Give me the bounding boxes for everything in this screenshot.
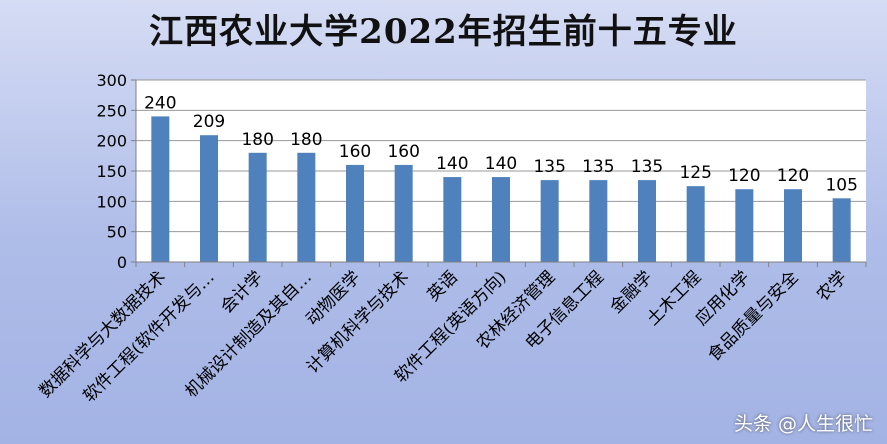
bar: [784, 189, 802, 262]
data-label: 135: [533, 157, 565, 177]
y-tick-label: 50: [107, 223, 127, 242]
bar: [638, 180, 656, 262]
x-tick-label: 英语: [424, 267, 462, 305]
watermark: 头条 @人生很忙: [733, 413, 873, 435]
data-label: 140: [485, 154, 517, 174]
data-label: 135: [582, 157, 614, 177]
data-label: 209: [193, 112, 225, 132]
data-label: 180: [241, 130, 273, 150]
bar: [735, 189, 754, 262]
x-tick-label: 农学: [813, 267, 851, 305]
data-labels-group: 240 209 180 180 160 160 140 140 135 135 135 125 120 1…: [144, 93, 858, 195]
bar: [589, 180, 608, 262]
x-axis: 数据科学与大数据技术软件工程(软件开发与…会计学机械设计制造及其自…动物医学计算…: [36, 261, 867, 406]
y-tick-label: 100: [96, 192, 127, 211]
bar: [151, 116, 170, 263]
bar: [200, 135, 218, 262]
data-label: 105: [825, 175, 857, 195]
bar: [686, 186, 705, 262]
bar: [540, 180, 559, 262]
data-label: 135: [631, 157, 663, 177]
bar: [394, 164, 413, 262]
y-tick-label: 150: [96, 162, 127, 181]
data-label: 180: [290, 130, 322, 150]
chart-title: 江西农业大学2022年招生前十五专业: [149, 12, 738, 52]
bars-group: [151, 116, 851, 263]
bar: [443, 177, 462, 262]
data-label: 125: [679, 163, 711, 183]
bar: [248, 152, 267, 262]
data-label: 140: [436, 154, 468, 174]
data-label: 160: [387, 142, 419, 162]
data-label: 120: [728, 166, 760, 186]
y-tick-label: 300: [96, 71, 127, 90]
data-label: 160: [339, 142, 371, 162]
x-tick-label: 食品质量与安全: [704, 267, 802, 365]
bar: [297, 152, 316, 262]
y-tick-label: 0: [117, 253, 127, 272]
data-label: 240: [144, 93, 176, 113]
bar: [492, 177, 510, 262]
bar: [832, 198, 851, 262]
y-axis: 0 50 100 150 200 250 300: [96, 71, 137, 272]
y-tick-label: 250: [96, 101, 127, 120]
y-tick-label: 200: [96, 132, 127, 151]
data-label: 120: [777, 166, 809, 186]
bar: [346, 164, 364, 262]
